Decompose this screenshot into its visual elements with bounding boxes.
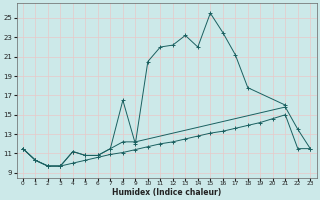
X-axis label: Humidex (Indice chaleur): Humidex (Indice chaleur) (112, 188, 221, 197)
